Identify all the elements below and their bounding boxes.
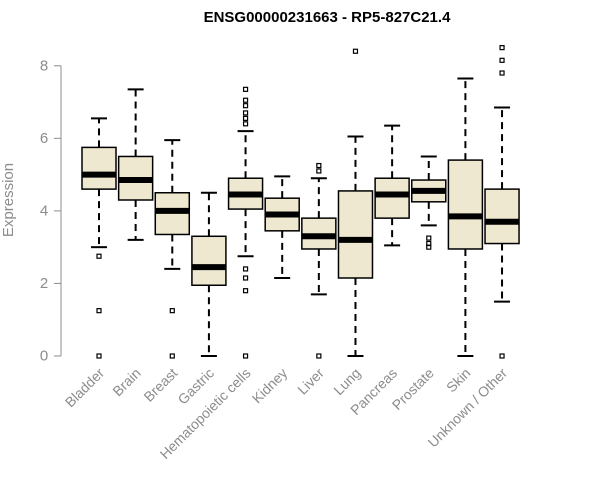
outlier-point <box>242 110 249 116</box>
outlier-point <box>316 353 322 359</box>
outlier-point <box>499 353 505 359</box>
outlier-point <box>242 115 249 121</box>
outlier-point <box>242 266 249 272</box>
y-axis: 0 2 4 6 8 <box>40 57 62 365</box>
outlier-point <box>242 275 249 281</box>
outlier-point <box>96 253 102 259</box>
y-tick-label: 0 <box>40 348 48 365</box>
box-iqr <box>374 177 410 219</box>
box-iqr <box>81 146 117 190</box>
outlier-point <box>426 235 432 241</box>
y-tick-label: 8 <box>40 57 48 74</box>
box-iqr <box>447 159 484 250</box>
boxes-group <box>81 45 520 359</box>
box-bladder <box>81 117 117 359</box>
outlier-point <box>499 70 505 76</box>
x-tick-label: Bladder <box>62 365 108 411</box>
x-tick-label: Brain <box>109 365 143 399</box>
box-skin <box>447 77 484 357</box>
box-lung <box>337 48 374 357</box>
y-axis-label: Expression <box>0 163 17 237</box>
outlier-point <box>316 162 322 169</box>
box-unknown-other <box>484 45 520 359</box>
outlier-point <box>352 48 359 54</box>
outlier-point <box>242 288 249 294</box>
box-hematopoietic-cells <box>227 86 264 359</box>
box-iqr <box>191 235 227 287</box>
x-tick-label: Kidney <box>249 365 291 407</box>
x-tick-label: Breast <box>140 365 180 405</box>
outlier-point <box>96 308 102 314</box>
y-tick-label: 6 <box>40 130 48 147</box>
outlier-point <box>316 168 322 174</box>
outlier-point <box>242 103 249 109</box>
box-iqr <box>484 188 520 245</box>
box-liver <box>301 162 337 359</box>
chart-title: ENSG00000231663 - RP5-827C21.4 <box>204 9 451 26</box>
box-kidney <box>264 175 300 279</box>
outlier-point <box>96 353 102 359</box>
x-tick-label: Skin <box>443 365 474 396</box>
box-pancreas <box>374 124 410 247</box>
outlier-point <box>499 57 505 63</box>
outlier-point <box>242 121 249 127</box>
box-breast <box>154 139 191 359</box>
outlier-point <box>242 353 249 359</box>
outlier-point <box>426 244 432 250</box>
outlier-point <box>242 97 249 103</box>
outlier-point <box>499 45 505 51</box>
y-tick-label: 4 <box>40 202 48 219</box>
y-tick-label: 2 <box>40 275 48 292</box>
box-iqr <box>337 190 374 279</box>
x-tick-label: Lung <box>330 365 363 398</box>
outlier-point <box>169 308 175 314</box>
box-brain <box>117 88 154 241</box>
box-prostate <box>411 155 447 250</box>
x-tick-label: Liver <box>294 365 327 398</box>
box-gastric <box>191 191 227 357</box>
outlier-point <box>242 86 249 92</box>
outlier-point <box>169 353 175 359</box>
